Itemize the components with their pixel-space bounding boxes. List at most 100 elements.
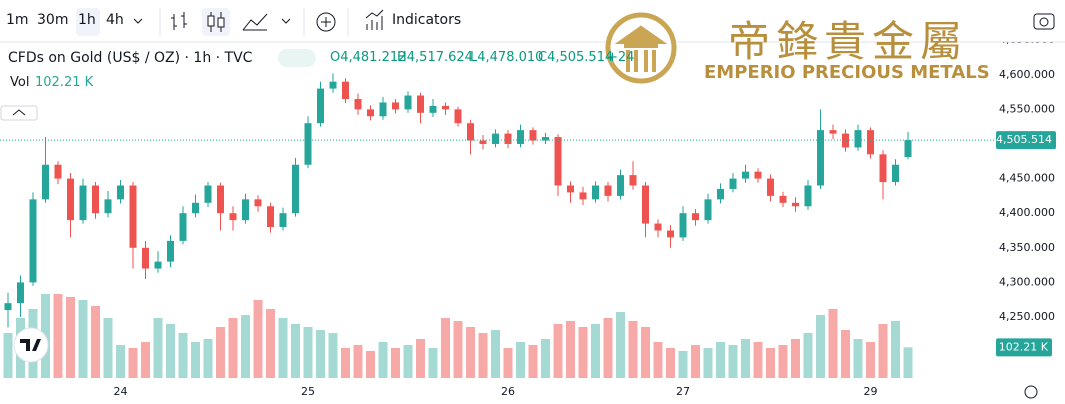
x-tick-label: 29 [864, 385, 878, 398]
candle-body [629, 175, 637, 186]
candle-body [704, 199, 712, 221]
candle-body [792, 202, 799, 207]
candle-body [867, 130, 874, 155]
camera-lens [1039, 17, 1049, 27]
candle-body [417, 95, 424, 113]
volume-bar [653, 342, 663, 378]
candle-body [392, 102, 399, 110]
x-tick-label: 24 [114, 385, 128, 398]
change: +24 [607, 50, 635, 65]
candle-body [479, 140, 487, 144]
volume-bar [853, 339, 863, 378]
volume-bar [228, 318, 238, 378]
candle-body [92, 185, 99, 214]
volume-bar [803, 333, 813, 378]
volume-bar [153, 318, 163, 378]
candle-body [742, 171, 749, 179]
volume-bar [316, 330, 325, 378]
volume-bar [766, 348, 775, 378]
candle-body [854, 130, 862, 148]
volume-bar [841, 330, 850, 378]
volume-bar [403, 345, 413, 378]
candle-body [167, 240, 174, 262]
indicators-button[interactable]: Indicators [392, 12, 462, 28]
tv-logo [20, 339, 41, 351]
candle-body [204, 185, 212, 203]
candle-body [504, 133, 512, 144]
volume-layer [3, 294, 913, 378]
candle-body [354, 98, 362, 110]
candle-body [292, 164, 299, 214]
last-volume-box [996, 338, 1052, 357]
volume-bar [253, 300, 263, 378]
symbol-title: CFDs on Gold (US$ / OZ) · 1h · TVC [8, 50, 253, 66]
candle-body [154, 261, 162, 269]
volume-bar [678, 351, 688, 378]
camera-icon[interactable] [1033, 13, 1055, 30]
y-tick-label: 4,350.000 [999, 241, 1055, 254]
collapse-button[interactable] [0, 105, 38, 121]
y-tick-label: 4,300.000 [999, 275, 1055, 288]
axis-layer: 4,250.000 4,300.000 4,350.000 4,400.000 4,45… [0, 33, 1056, 398]
volume-bar [328, 333, 338, 378]
volume-bar [603, 318, 613, 378]
volume-bar [116, 345, 125, 378]
active-interval-bg [76, 8, 100, 36]
volume-bar [553, 324, 563, 378]
volume-bar [391, 348, 400, 378]
volume-bar [703, 348, 713, 378]
x-tick-label: 26 [501, 385, 515, 398]
candle-body [717, 188, 724, 200]
candle-body [229, 213, 237, 221]
volume-bar [216, 327, 225, 378]
volume-bar [516, 342, 525, 378]
candle-body [729, 178, 737, 189]
candle-body [454, 109, 462, 124]
candle-body [17, 282, 24, 304]
volume-bar [166, 324, 175, 378]
candle-body [79, 185, 87, 221]
volume-bar [366, 351, 375, 378]
volume-bar [416, 339, 425, 378]
logo-temple [614, 25, 668, 72]
volume-bar [878, 324, 888, 378]
volume-bar [753, 342, 763, 378]
candle-body [529, 130, 537, 141]
area-icon[interactable] [242, 13, 268, 31]
bars-icon[interactable] [171, 12, 187, 30]
volume-bar [616, 312, 625, 378]
dropdown-icon[interactable] [281, 18, 291, 24]
volume-bar [641, 327, 650, 378]
interval[interactable]: 30m [37, 12, 69, 28]
candle-body [4, 303, 12, 311]
candle-body [879, 154, 887, 183]
interval[interactable]: 4h [106, 12, 124, 28]
last-volume-label: 102.21 K [999, 340, 1049, 353]
indicators-icon[interactable] [365, 9, 384, 30]
candle-body [42, 164, 49, 200]
volume-bar [91, 306, 100, 378]
volume-bar [266, 309, 275, 378]
candle-body [379, 102, 387, 117]
candle-body [904, 140, 912, 157]
volume-bar [741, 339, 750, 378]
volume-bar [103, 318, 113, 378]
interval[interactable]: 1h [78, 12, 96, 28]
volume-bar [141, 342, 150, 378]
dropdown-icon[interactable] [133, 18, 143, 24]
volume-bar [791, 339, 800, 378]
settings-icon[interactable] [1024, 385, 1038, 399]
interval[interactable]: 1m [6, 12, 29, 28]
candle-body [179, 213, 187, 241]
volume-bar [491, 330, 500, 378]
candle-body [467, 123, 474, 141]
candle-body [29, 199, 37, 283]
volume-bar [778, 345, 788, 378]
last-price-box [996, 131, 1056, 150]
candle-icon-body [207, 15, 215, 27]
candle-body [104, 199, 112, 214]
volume-bar [466, 327, 475, 378]
tv-logo-bg [13, 327, 49, 363]
compare-icon[interactable] [316, 12, 336, 32]
